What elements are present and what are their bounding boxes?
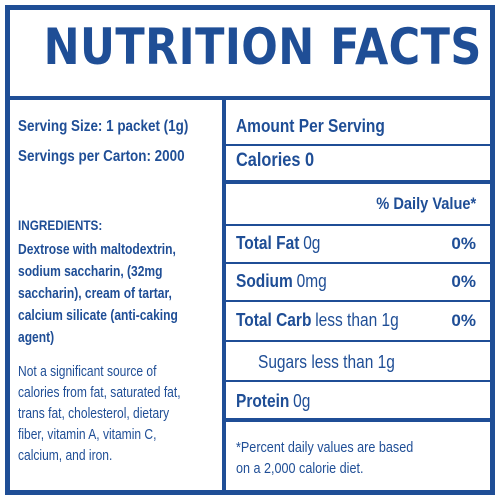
nutrient-amount: less than 1g [315,310,399,330]
nutrient-name: Total Fat [236,233,300,253]
daily-value-header: % Daily Value* [376,194,476,213]
amount-per-serving: Amount Per Serving [236,116,385,136]
ingredients-heading: INGREDIENTS: [18,217,103,233]
footnote-line: *Percent daily values are based [236,439,414,456]
protein-row: Protein 0g [236,391,310,412]
nutrient-amount: 0mg [296,271,327,291]
nutrient-note: Not a significant source of calories fro… [18,362,217,467]
calories-label: Calories [236,150,301,171]
ingredients-line: saccharin), cream of tartar, [18,286,172,302]
title-divider [10,96,490,100]
servings-per-carton: Servings per Carton: 2000 [18,148,185,165]
nutrient-name: Sodium [236,271,293,291]
ingredients-line: sodium saccharin, (32mg [18,264,163,280]
daily-value-footnote: *Percent daily values are based on a 2,0… [236,437,463,479]
protein-divider [226,418,490,422]
row-divider [226,380,490,382]
row-divider [226,340,490,342]
nutrient-amount: 0g [303,233,321,253]
note-line: trans fat, cholesterol, dietary [18,406,170,422]
serving-size: Serving Size: 1 packet (1g) [18,118,189,135]
calories-divider [226,180,490,184]
sugars-row: Sugars less than 1g [258,352,395,372]
nutrient-row-total-carb: Total Carb less than 1g 0% [226,300,490,340]
column-divider [222,100,226,490]
calories-row: Calories 0 [236,150,314,172]
ingredients-line: calcium silicate (anti-caking [18,308,178,324]
ingredients-line: Dextrose with maltodextrin, [18,242,176,258]
nutrient-dv: 0% [451,272,476,291]
protein-amount: 0g [293,391,311,411]
calories-value: 0 [305,150,315,171]
note-line: calories from fat, saturated fat, [18,385,181,401]
nutrient-row-sodium: Sodium 0mg 0% [226,262,490,300]
panel-title: NUTRITION FACTS [43,18,482,76]
right-column: Amount Per Serving Calories 0 % Daily Va… [226,100,490,490]
nutrient-name: Total Carb [236,310,312,330]
nutrition-facts-panel: NUTRITION FACTS Serving Size: 1 packet (… [5,5,495,495]
footnote-line: on a 2,000 calorie diet. [236,460,364,477]
protein-label: Protein [236,391,290,411]
nutrient-dv: 0% [451,234,476,253]
note-line: fiber, vitamin A, vitamin C, [18,427,157,443]
note-line: calcium, and iron. [18,448,113,464]
ingredients-line: agent) [18,330,55,346]
row-divider [226,300,490,302]
row-divider [226,262,490,264]
note-line: Not a significant source of [18,364,157,380]
ingredients-list: Dextrose with maltodextrin, sodium sacch… [18,239,217,349]
row-divider [226,144,490,146]
nutrient-dv: 0% [451,311,476,330]
row-divider [226,224,490,226]
nutrient-row-total-fat: Total Fat 0g 0% [226,224,490,262]
